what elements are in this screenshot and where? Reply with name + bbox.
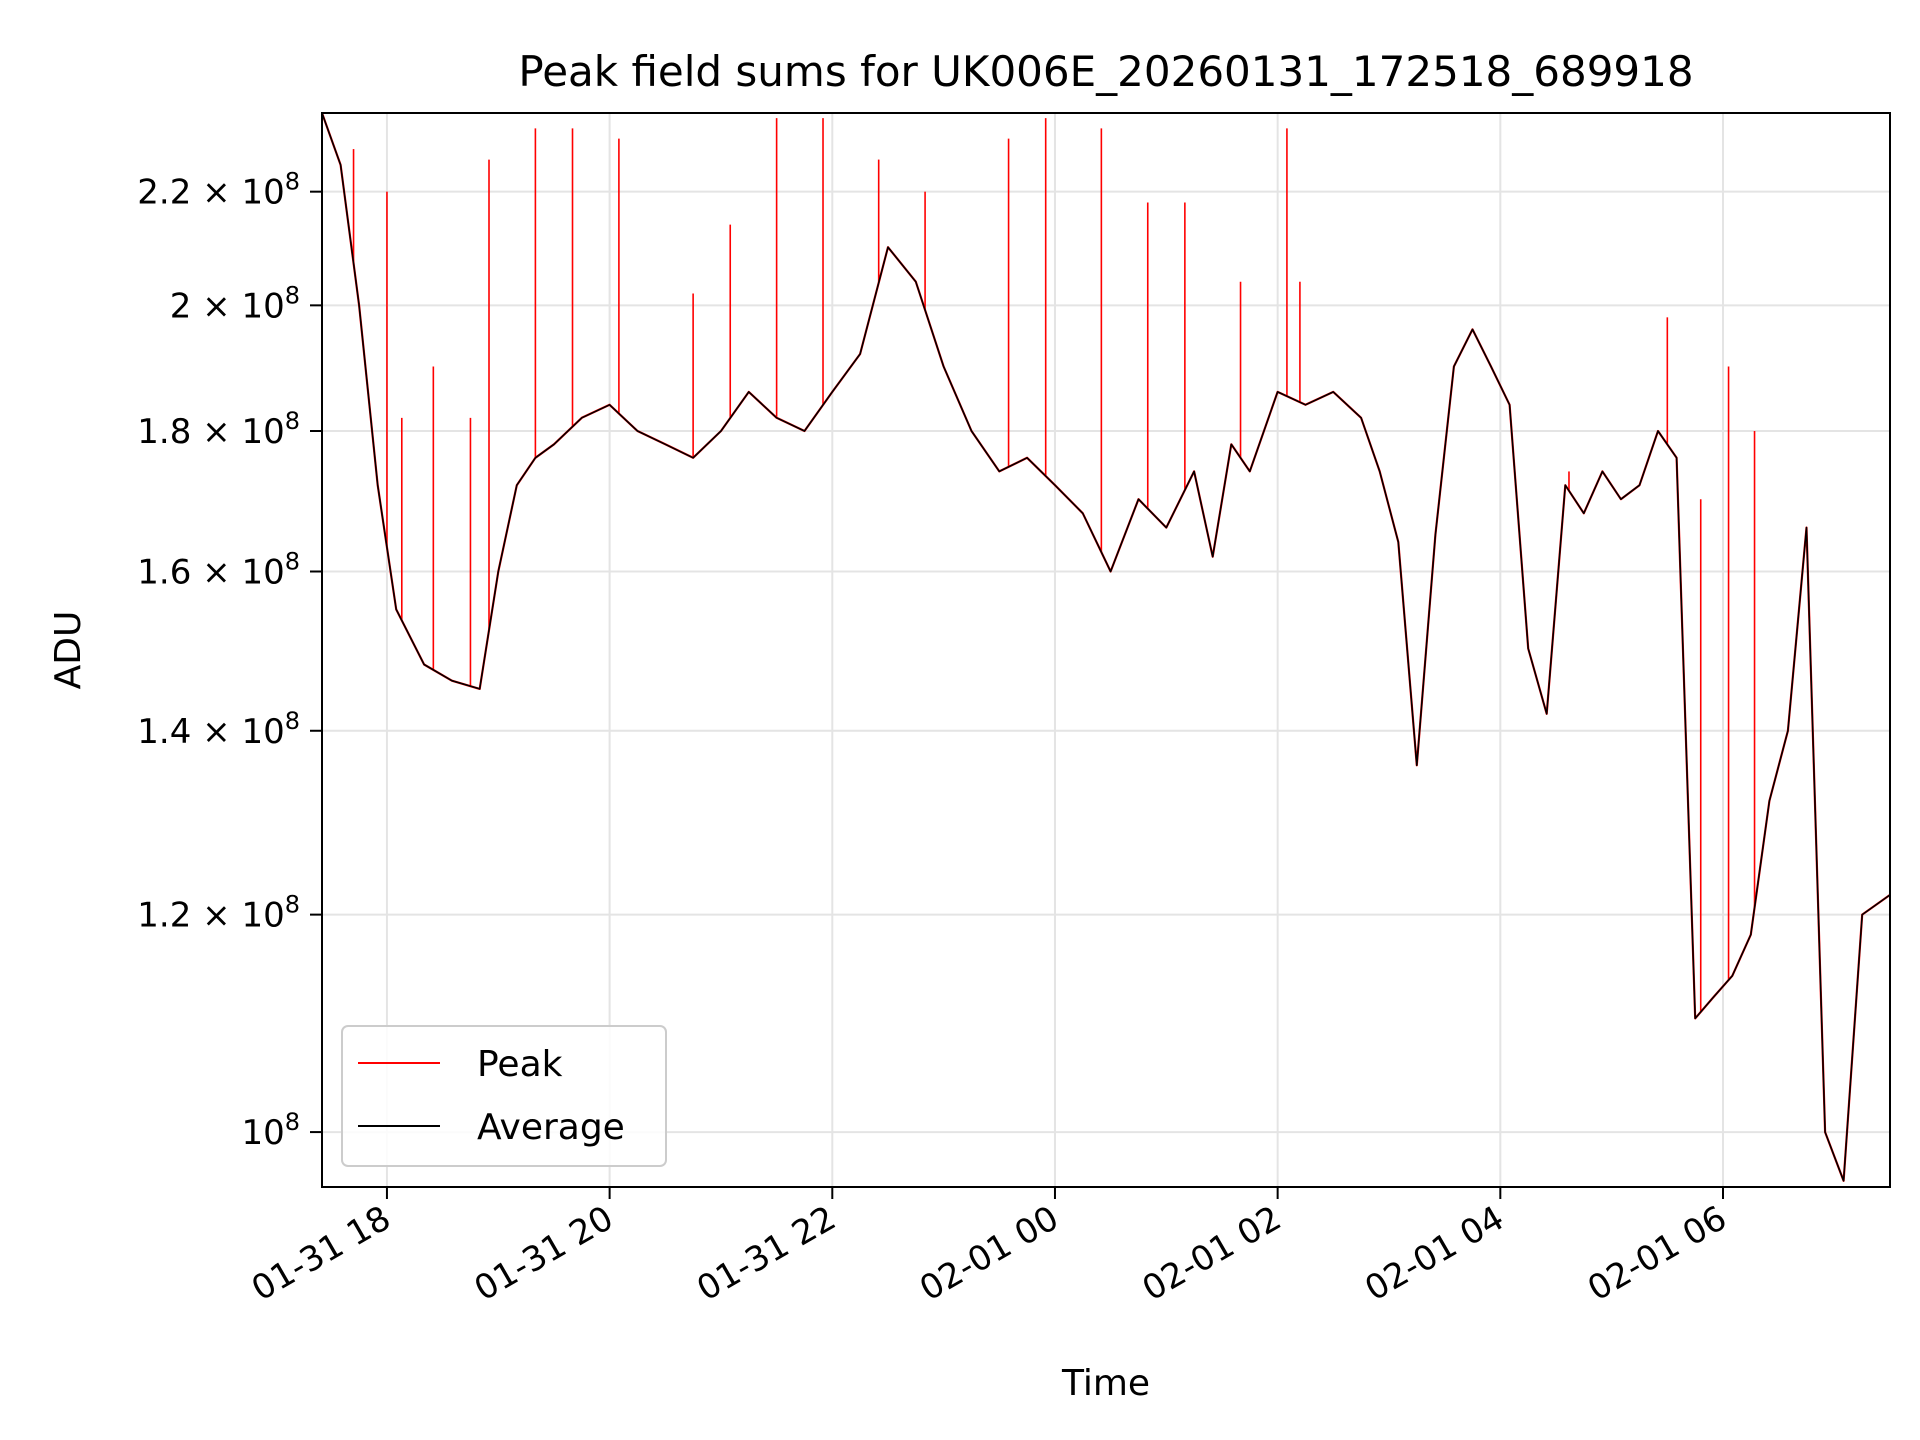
average-series-line	[321, 112, 1891, 1182]
chart-title: Peak field sums for UK006E_20260131_1725…	[518, 47, 1693, 96]
series-layer	[320, 112, 1891, 1182]
y-tick-label: 1.8 × 108	[137, 407, 300, 452]
legend-box	[341, 1025, 667, 1167]
y-tick-label: 1.4 × 108	[137, 707, 300, 752]
y-axis: 108 1.2 × 108 1.4 × 108 1.6 × 108 1.8 × 108 2…	[137, 168, 322, 1153]
y-tick-label: 2 × 108	[170, 281, 300, 326]
legend-average-label: Average	[477, 1107, 625, 1148]
legend-peak-label: Peak	[477, 1044, 563, 1085]
y-tick-label: 2.2 × 108	[137, 168, 300, 213]
y-tick-label: 1.2 × 108	[137, 891, 300, 936]
y-tick-label: 108	[241, 1108, 300, 1153]
y-axis-label: ADU	[48, 611, 89, 690]
x-axis-label: Time	[1061, 1363, 1150, 1404]
legend: Peak Average	[341, 1025, 667, 1167]
y-tick-label: 1.6 × 108	[137, 547, 300, 592]
plot-frame	[321, 112, 1891, 1188]
